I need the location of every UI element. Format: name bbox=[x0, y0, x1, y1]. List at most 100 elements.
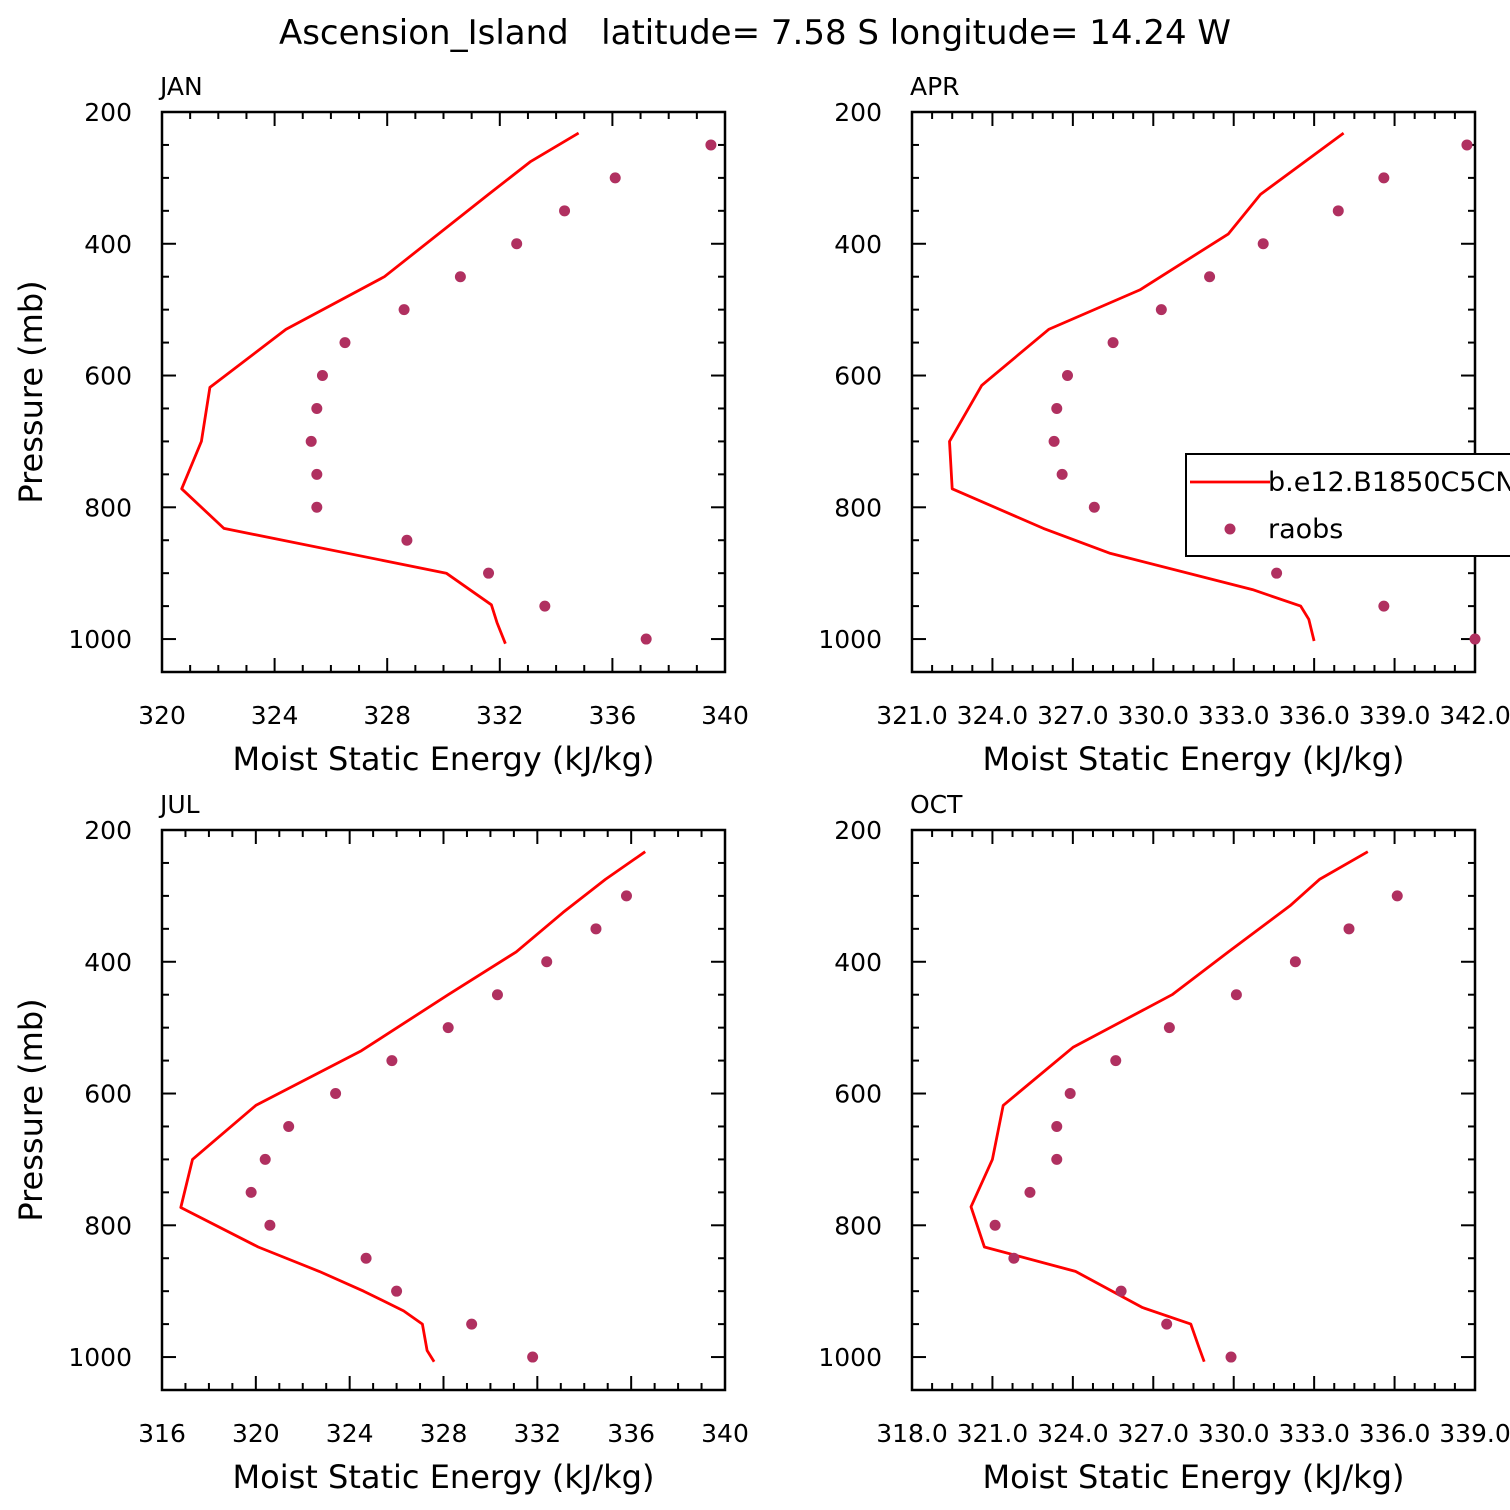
x-axis-label: Moist Static Energy (kJ/kg) bbox=[233, 740, 655, 778]
y-tick-label: 800 bbox=[834, 1211, 882, 1240]
x-tick-label: 330.0 bbox=[1117, 701, 1189, 730]
x-tick-label: 342.0 bbox=[1439, 701, 1510, 730]
y-tick-label: 1000 bbox=[68, 1343, 132, 1372]
x-tick-label: 336.0 bbox=[1359, 1419, 1431, 1448]
legend-box bbox=[1185, 453, 1510, 557]
x-axis-label: Moist Static Energy (kJ/kg) bbox=[233, 1458, 655, 1496]
raobs-point bbox=[491, 989, 503, 1001]
y-tick-label: 600 bbox=[834, 362, 882, 391]
raobs-point bbox=[360, 1252, 372, 1264]
x-tick-label: 320 bbox=[138, 701, 186, 730]
y-tick-label: 1000 bbox=[68, 625, 132, 654]
raobs-point bbox=[245, 1186, 257, 1198]
raobs-point bbox=[1378, 600, 1390, 612]
raobs-point bbox=[1257, 238, 1269, 250]
x-tick-label: 336.0 bbox=[1278, 701, 1350, 730]
x-tick-label: 321.0 bbox=[876, 701, 948, 730]
raobs-point bbox=[391, 1285, 403, 1297]
y-tick-label: 800 bbox=[834, 493, 882, 522]
y-tick-label: 1000 bbox=[818, 1343, 882, 1372]
x-tick-label: 336 bbox=[607, 1419, 655, 1448]
x-axis-label: Moist Static Energy (kJ/kg) bbox=[983, 740, 1405, 778]
raobs-point bbox=[311, 468, 323, 480]
y-tick-label: 400 bbox=[84, 230, 132, 259]
y-axis-label: Pressure (mb) bbox=[12, 280, 50, 503]
x-tick-label: 324 bbox=[326, 1419, 374, 1448]
raobs-point bbox=[1024, 1186, 1036, 1198]
x-tick-label: 332 bbox=[476, 701, 524, 730]
x-tick-label: 333.0 bbox=[1198, 701, 1270, 730]
raobs-point bbox=[311, 402, 323, 414]
raobs-point bbox=[466, 1318, 478, 1330]
x-tick-label: 339.0 bbox=[1359, 701, 1431, 730]
raobs-point bbox=[1469, 633, 1481, 645]
raobs-point bbox=[1391, 890, 1403, 902]
y-tick-label: 400 bbox=[834, 948, 882, 977]
y-tick-label: 400 bbox=[834, 230, 882, 259]
raobs-point bbox=[620, 890, 632, 902]
y-tick-label: 800 bbox=[84, 493, 132, 522]
y-tick-label: 600 bbox=[84, 1080, 132, 1109]
raobs-point bbox=[590, 923, 602, 935]
raobs-point bbox=[1110, 1055, 1122, 1067]
raobs-point bbox=[511, 238, 523, 250]
raobs-point bbox=[1461, 139, 1473, 151]
raobs-point bbox=[483, 567, 495, 579]
raobs-point bbox=[1056, 468, 1068, 480]
figure-title: Ascension_Island latitude= 7.58 S longit… bbox=[279, 13, 1231, 53]
panel-apr: 321.0 324.0 327.0 330.0 333.0 336.0 339.0 342.0… bbox=[818, 72, 1510, 778]
raobs-point bbox=[559, 205, 571, 217]
legend-raobs-swatch bbox=[1224, 523, 1236, 535]
y-tick-label: 200 bbox=[84, 98, 132, 127]
x-tick-label: 340 bbox=[701, 1419, 749, 1448]
plot-frame bbox=[160, 110, 727, 674]
raobs-point bbox=[259, 1153, 271, 1165]
y-tick-label: 200 bbox=[834, 816, 882, 845]
raobs-point bbox=[989, 1219, 1001, 1231]
plot-frame bbox=[910, 110, 1477, 674]
x-tick-label: 333.0 bbox=[1278, 1419, 1350, 1448]
raobs-point bbox=[305, 435, 317, 447]
x-tick-label: 321.0 bbox=[957, 1419, 1029, 1448]
y-tick-label: 400 bbox=[84, 948, 132, 977]
raobs-point bbox=[1051, 1153, 1063, 1165]
raobs-point bbox=[609, 172, 621, 184]
raobs-point bbox=[386, 1055, 398, 1067]
raobs-point bbox=[316, 370, 328, 382]
x-tick-label: 324.0 bbox=[1037, 1419, 1109, 1448]
raobs-point bbox=[1107, 337, 1119, 349]
raobs-point bbox=[1289, 956, 1301, 968]
panel-oct: 318.0 321.0 324.0 327.0 330.0 333.0 336.0 339.0… bbox=[818, 790, 1510, 1496]
x-tick-label: 318.0 bbox=[876, 1419, 948, 1448]
x-tick-label: 324.0 bbox=[957, 701, 1029, 730]
raobs-point bbox=[539, 600, 551, 612]
legend: b.e12.B1850C5CN.ne30_g16.sehDiagEnsMembe… bbox=[1185, 453, 1510, 557]
raobs-point bbox=[339, 337, 351, 349]
raobs-point bbox=[1343, 923, 1355, 935]
plot-frame bbox=[910, 828, 1477, 1392]
plot-frame bbox=[160, 828, 727, 1392]
y-tick-label: 600 bbox=[834, 1080, 882, 1109]
raobs-point bbox=[1204, 271, 1216, 283]
raobs-point bbox=[442, 1022, 454, 1034]
raobs-point bbox=[1051, 1120, 1063, 1132]
raobs-point bbox=[1271, 567, 1283, 579]
raobs-point bbox=[401, 534, 413, 546]
raobs-point bbox=[1332, 205, 1344, 217]
raobs-point bbox=[1225, 1351, 1237, 1363]
y-tick-label: 200 bbox=[84, 816, 132, 845]
x-tick-label: 336 bbox=[589, 701, 637, 730]
raobs-point bbox=[541, 956, 553, 968]
legend-raobs-label: raobs bbox=[1268, 514, 1343, 545]
raobs-point bbox=[454, 271, 466, 283]
y-axis-label: Pressure (mb) bbox=[12, 998, 50, 1221]
x-axis-label: Moist Static Energy (kJ/kg) bbox=[983, 1458, 1405, 1496]
y-tick-label: 600 bbox=[84, 362, 132, 391]
model-series-line bbox=[948, 131, 1345, 642]
raobs-point bbox=[640, 633, 652, 645]
raobs-point bbox=[1061, 370, 1073, 382]
x-tick-label: 328 bbox=[420, 1419, 468, 1448]
raobs-point bbox=[1008, 1252, 1020, 1264]
raobs-point bbox=[1155, 304, 1167, 316]
